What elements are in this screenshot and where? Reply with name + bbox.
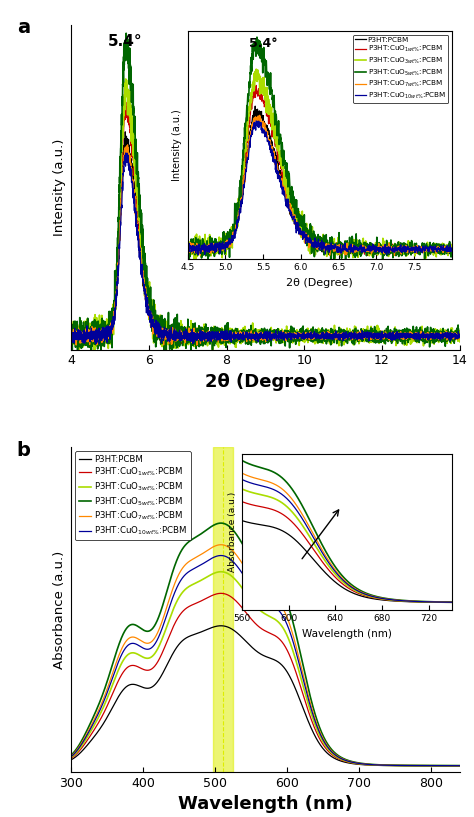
P3HT:CuO$_{10wt\%}$:PCBM bbox=[114, 661, 120, 671]
P3HT:CuO$_{7wt\%}$:PCBM bbox=[457, 761, 463, 770]
P3HT:CuO$_{5wt\%}$:PCBM bbox=[248, 555, 254, 565]
P3HT:PCBM bbox=[248, 641, 254, 651]
P3HT:CuO$_{5wt\%}$:PCBM bbox=[457, 761, 463, 770]
P3HT:CuO$_{5wt\%}$:PCBM bbox=[290, 616, 295, 626]
P3HT:CuO$_{1wt\%}$:PCBM bbox=[68, 753, 74, 763]
P3HT:CuO$_{1wt\%}$:PCBM bbox=[114, 679, 120, 689]
P3HT:CuO$_{1wt\%}$:PCBM bbox=[290, 658, 295, 667]
P3HT:PCBM bbox=[114, 694, 120, 704]
Line: P3HT:CuO$_{5wt\%}$:PCBM: P3HT:CuO$_{5wt\%}$:PCBM bbox=[71, 523, 460, 766]
X-axis label: 2θ (Degree): 2θ (Degree) bbox=[205, 373, 326, 391]
P3HT:CuO$_{5wt\%}$:PCBM bbox=[114, 645, 120, 655]
Text: a: a bbox=[17, 18, 30, 37]
P3HT:CuO$_{3wt\%}$:PCBM bbox=[248, 596, 254, 605]
Legend: P3HT:PCBM, P3HT:CuO$_{1wt\%}$:PCBM, P3HT:CuO$_{3wt\%}$:PCBM, P3HT:CuO$_{5wt\%}$:: P3HT:PCBM, P3HT:CuO$_{1wt\%}$:PCBM, P3HT… bbox=[75, 451, 191, 541]
P3HT:CuO$_{7wt\%}$:PCBM bbox=[218, 540, 224, 550]
P3HT:CuO$_{1wt\%}$:PCBM bbox=[241, 605, 247, 615]
P3HT:PCBM bbox=[98, 722, 104, 732]
Line: P3HT:CuO$_{7wt\%}$:PCBM: P3HT:CuO$_{7wt\%}$:PCBM bbox=[71, 545, 460, 766]
P3HT:PCBM bbox=[68, 755, 74, 765]
P3HT:CuO$_{5wt\%}$:PCBM bbox=[233, 529, 239, 539]
P3HT:CuO$_{1wt\%}$:PCBM bbox=[218, 588, 224, 598]
P3HT:CuO$_{7wt\%}$:PCBM bbox=[241, 562, 247, 572]
P3HT:CuO$_{1wt\%}$:PCBM bbox=[233, 596, 239, 606]
P3HT:CuO$_{3wt\%}$:PCBM bbox=[233, 576, 239, 586]
Y-axis label: Absorbance (a.u.): Absorbance (a.u.) bbox=[53, 551, 65, 668]
Bar bbox=[213, 447, 233, 772]
P3HT:CuO$_{7wt\%}$:PCBM bbox=[290, 628, 295, 638]
P3HT:PCBM bbox=[457, 761, 463, 770]
P3HT:CuO$_{7wt\%}$:PCBM bbox=[248, 573, 254, 583]
Y-axis label: Intensity (a.u.): Intensity (a.u.) bbox=[53, 138, 65, 236]
P3HT:CuO$_{1wt\%}$:PCBM bbox=[98, 713, 104, 723]
Line: P3HT:CuO$_{3wt\%}$:PCBM: P3HT:CuO$_{3wt\%}$:PCBM bbox=[71, 572, 460, 766]
X-axis label: Wavelength (nm): Wavelength (nm) bbox=[178, 796, 353, 814]
Line: P3HT:CuO$_{10wt\%}$:PCBM: P3HT:CuO$_{10wt\%}$:PCBM bbox=[71, 556, 460, 766]
P3HT:CuO$_{10wt\%}$:PCBM bbox=[233, 560, 239, 570]
P3HT:CuO$_{5wt\%}$:PCBM bbox=[218, 518, 224, 528]
P3HT:CuO$_{7wt\%}$:PCBM bbox=[233, 550, 239, 560]
P3HT:CuO$_{1wt\%}$:PCBM bbox=[457, 761, 463, 770]
P3HT:CuO$_{10wt\%}$:PCBM bbox=[457, 761, 463, 770]
P3HT:CuO$_{3wt\%}$:PCBM bbox=[114, 668, 120, 678]
P3HT:CuO$_{5wt\%}$:PCBM bbox=[241, 542, 247, 552]
Line: P3HT:CuO$_{1wt\%}$:PCBM: P3HT:CuO$_{1wt\%}$:PCBM bbox=[71, 593, 460, 766]
P3HT:CuO$_{3wt\%}$:PCBM bbox=[68, 752, 74, 762]
P3HT:CuO$_{3wt\%}$:PCBM bbox=[218, 567, 224, 577]
Line: P3HT:PCBM: P3HT:PCBM bbox=[71, 626, 460, 766]
P3HT:CuO$_{3wt\%}$:PCBM bbox=[457, 761, 463, 770]
P3HT:CuO$_{10wt\%}$:PCBM bbox=[218, 551, 224, 560]
P3HT:CuO$_{7wt\%}$:PCBM bbox=[114, 655, 120, 665]
P3HT:CuO$_{7wt\%}$:PCBM bbox=[68, 751, 74, 761]
P3HT:CuO$_{10wt\%}$:PCBM bbox=[68, 752, 74, 761]
P3HT:CuO$_{7wt\%}$:PCBM bbox=[98, 699, 104, 709]
P3HT:PCBM bbox=[241, 635, 247, 645]
P3HT:CuO$_{1wt\%}$:PCBM bbox=[248, 614, 254, 624]
P3HT:PCBM bbox=[233, 627, 239, 637]
P3HT:CuO$_{10wt\%}$:PCBM bbox=[248, 582, 254, 592]
P3HT:CuO$_{3wt\%}$:PCBM bbox=[98, 707, 104, 717]
P3HT:CuO$_{10wt\%}$:PCBM bbox=[290, 635, 295, 645]
Text: b: b bbox=[17, 440, 30, 459]
P3HT:CuO$_{10wt\%}$:PCBM bbox=[241, 571, 247, 581]
P3HT:CuO$_{3wt\%}$:PCBM bbox=[241, 586, 247, 596]
P3HT:PCBM bbox=[290, 677, 295, 687]
P3HT:CuO$_{3wt\%}$:PCBM bbox=[290, 645, 295, 654]
P3HT:CuO$_{10wt\%}$:PCBM bbox=[98, 703, 104, 712]
P3HT:PCBM bbox=[218, 621, 224, 631]
P3HT:CuO$_{5wt\%}$:PCBM bbox=[98, 694, 104, 703]
P3HT:CuO$_{5wt\%}$:PCBM bbox=[68, 750, 74, 760]
Text: 5.4°: 5.4° bbox=[108, 34, 143, 49]
